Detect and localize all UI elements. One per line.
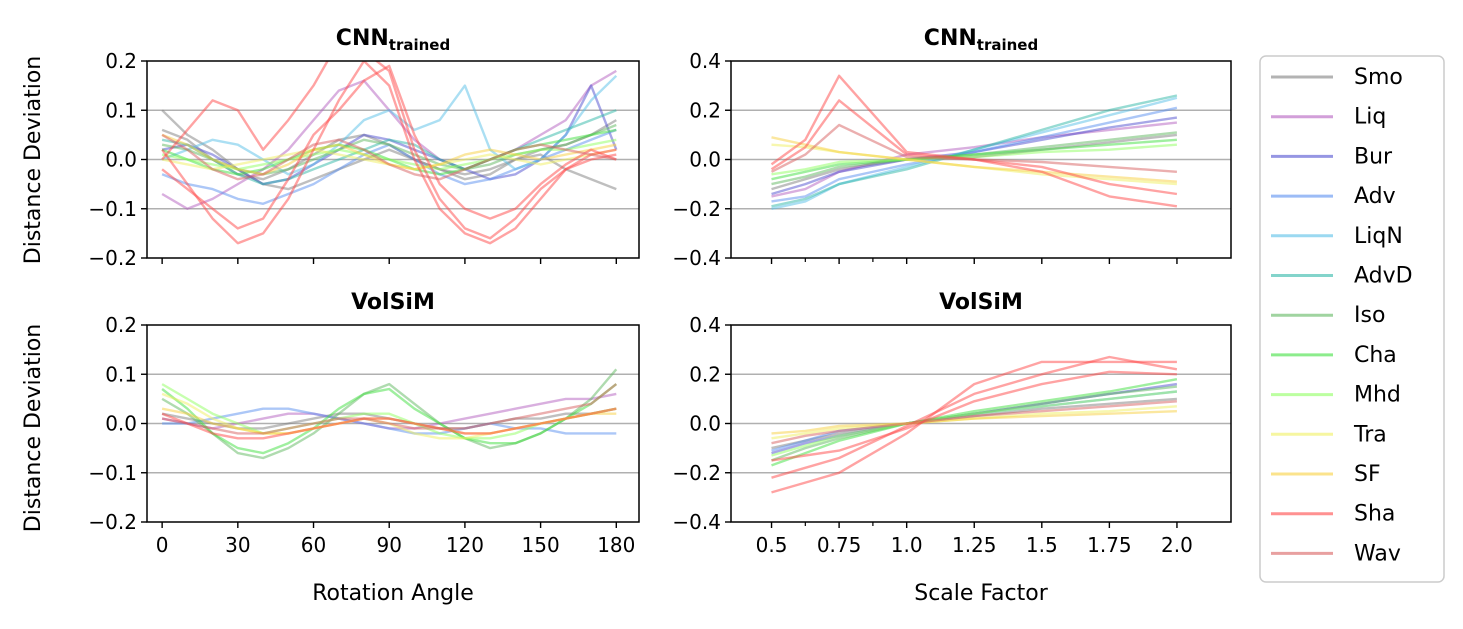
- y-tick-label: −0.4: [672, 246, 721, 270]
- legend-item-bur: Bur: [1271, 144, 1393, 169]
- legend-item-wav: Wav: [1271, 541, 1401, 566]
- legend-label: AdvD: [1354, 264, 1413, 289]
- series-line-cha: [161, 383, 618, 455]
- ylabel-bottom: Distance Deviation: [21, 324, 46, 532]
- series-group: [770, 74, 1178, 210]
- y-tick-label: −0.2: [672, 197, 721, 221]
- y-tick-label: −0.2: [88, 510, 137, 534]
- x-axis-label: Scale Factor: [914, 581, 1048, 606]
- legend-label: Cha: [1354, 343, 1397, 368]
- ylabel-top: Distance Deviation: [21, 56, 46, 264]
- chart-panel-scale_volsim: −0.4 −0.2 0.0 0.2 0.4 0.5 0.75 1.0 1.25 1.5 1.75 2.…: [672, 290, 1232, 606]
- y-tick-label: 0.0: [689, 412, 721, 436]
- legend-item-advd: AdvD: [1271, 264, 1413, 289]
- y-tick-label: −0.2: [88, 246, 137, 270]
- chart-title: VolSiM: [351, 290, 435, 315]
- series-line-cha: [771, 378, 1178, 467]
- series-line-wav: [161, 133, 617, 181]
- series-line-sha: [161, 64, 617, 230]
- x-tick-label: 180: [597, 533, 635, 557]
- series-line-wav: [161, 383, 618, 435]
- x-tick-label: 90: [376, 533, 401, 557]
- legend-frame: [1259, 55, 1445, 583]
- x-tick-label: 0: [156, 533, 169, 557]
- y-tick-label: −0.1: [88, 461, 137, 485]
- x-tick-label: 60: [301, 533, 326, 557]
- legend-label: Adv: [1354, 184, 1396, 209]
- legend-label: Sha: [1354, 502, 1395, 527]
- series-line-sha: [161, 407, 617, 440]
- legend-label: Smo: [1354, 65, 1403, 90]
- legend-item-sha: Sha: [1271, 502, 1395, 527]
- series-line-liq: [771, 121, 1178, 198]
- x-tick-label: 150: [522, 533, 560, 557]
- series-line-sha: [771, 370, 1177, 462]
- series-group: [161, 368, 618, 460]
- y-tick-label: 0.2: [689, 98, 721, 122]
- legend-label: Liq: [1354, 105, 1386, 130]
- series-group: [771, 355, 1178, 494]
- x-axis-label: Rotation Angle: [312, 581, 474, 606]
- legend-item-smo: Smo: [1271, 65, 1403, 90]
- y-tick-label: 0.4: [689, 313, 721, 337]
- x-tick-label: 1.5: [1026, 533, 1058, 557]
- y-tick-label: 0.4: [689, 49, 721, 73]
- legend-label: SF: [1354, 462, 1381, 487]
- x-tick-label: 1.75: [1087, 533, 1132, 557]
- y-tick-label: 0.0: [105, 148, 137, 172]
- y-tick-label: 0.2: [105, 313, 137, 337]
- legend-item-sf: SF: [1271, 462, 1381, 487]
- series-line-sf: [771, 136, 1177, 183]
- legend-label: Tra: [1353, 422, 1387, 447]
- series-line-sf: [771, 410, 1177, 435]
- x-tick-label: 120: [446, 533, 484, 557]
- series-line-liqn: [771, 96, 1178, 210]
- y-tick-label: −0.2: [672, 461, 721, 485]
- series-line-sha: [771, 355, 1178, 479]
- chart-title: CNNtrained: [336, 26, 450, 54]
- series-line-sha: [770, 74, 1178, 208]
- chart-panel-scale_cnn: −0.4 −0.2 0.0 0.2 0.4 CNNtrained: [672, 26, 1232, 270]
- legend-label: Iso: [1354, 303, 1385, 328]
- series-line-sha: [161, 61, 617, 245]
- legend: Smo Liq Bur Adv LiqN AdvD Iso Cha Mhd Tra SF Sha Wav: [1259, 55, 1445, 583]
- series-line-wav: [770, 123, 1177, 173]
- legend-label: Wav: [1354, 541, 1401, 566]
- y-tick-label: −0.4: [672, 510, 721, 534]
- legend-item-tra: Tra: [1271, 422, 1387, 447]
- x-tick-label: 0.75: [817, 533, 862, 557]
- x-tick-label: 0.5: [756, 533, 788, 557]
- legend-label: Bur: [1354, 144, 1393, 169]
- y-tick-label: 0.0: [105, 412, 137, 436]
- y-tick-label: 0.1: [105, 98, 137, 122]
- series-line-adv: [162, 407, 617, 435]
- legend-item-liqn: LiqN: [1271, 224, 1403, 249]
- x-tick-label: 30: [225, 533, 250, 557]
- series-line-advd: [771, 94, 1178, 208]
- series-line-sha: [161, 61, 617, 240]
- y-tick-label: 0.2: [689, 362, 721, 386]
- chart-title: CNNtrained: [924, 26, 1038, 54]
- y-tick-label: 0.1: [105, 362, 137, 386]
- y-tick-label: −0.1: [88, 197, 137, 221]
- y-tick-label: 0.2: [105, 49, 137, 73]
- chart-panel-rot_cnn: −0.2 −0.1 0.0 0.1 0.2 CNNtrained: [88, 26, 640, 270]
- legend-item-adv: Adv: [1271, 184, 1396, 209]
- x-tick-label: 1.0: [891, 533, 923, 557]
- legend-label: LiqN: [1354, 224, 1403, 249]
- x-tick-label: 2.0: [1161, 533, 1193, 557]
- series-line-wav: [771, 400, 1177, 445]
- x-tick-label: 1.25: [952, 533, 997, 557]
- legend-item-liq: Liq: [1271, 105, 1386, 130]
- series-group: [161, 61, 618, 245]
- legend-item-mhd: Mhd: [1271, 383, 1401, 408]
- chart-title: VolSiM: [939, 290, 1023, 315]
- legend-label: Mhd: [1354, 383, 1401, 408]
- y-tick-label: 0.0: [689, 148, 721, 172]
- chart-panel-rot_volsim: −0.2 −0.1 0.0 0.1 0.2 0 30 60 90 120 150 180 VolSiM R…: [88, 290, 640, 606]
- legend-item-cha: Cha: [1271, 343, 1397, 368]
- legend-item-iso: Iso: [1271, 303, 1385, 328]
